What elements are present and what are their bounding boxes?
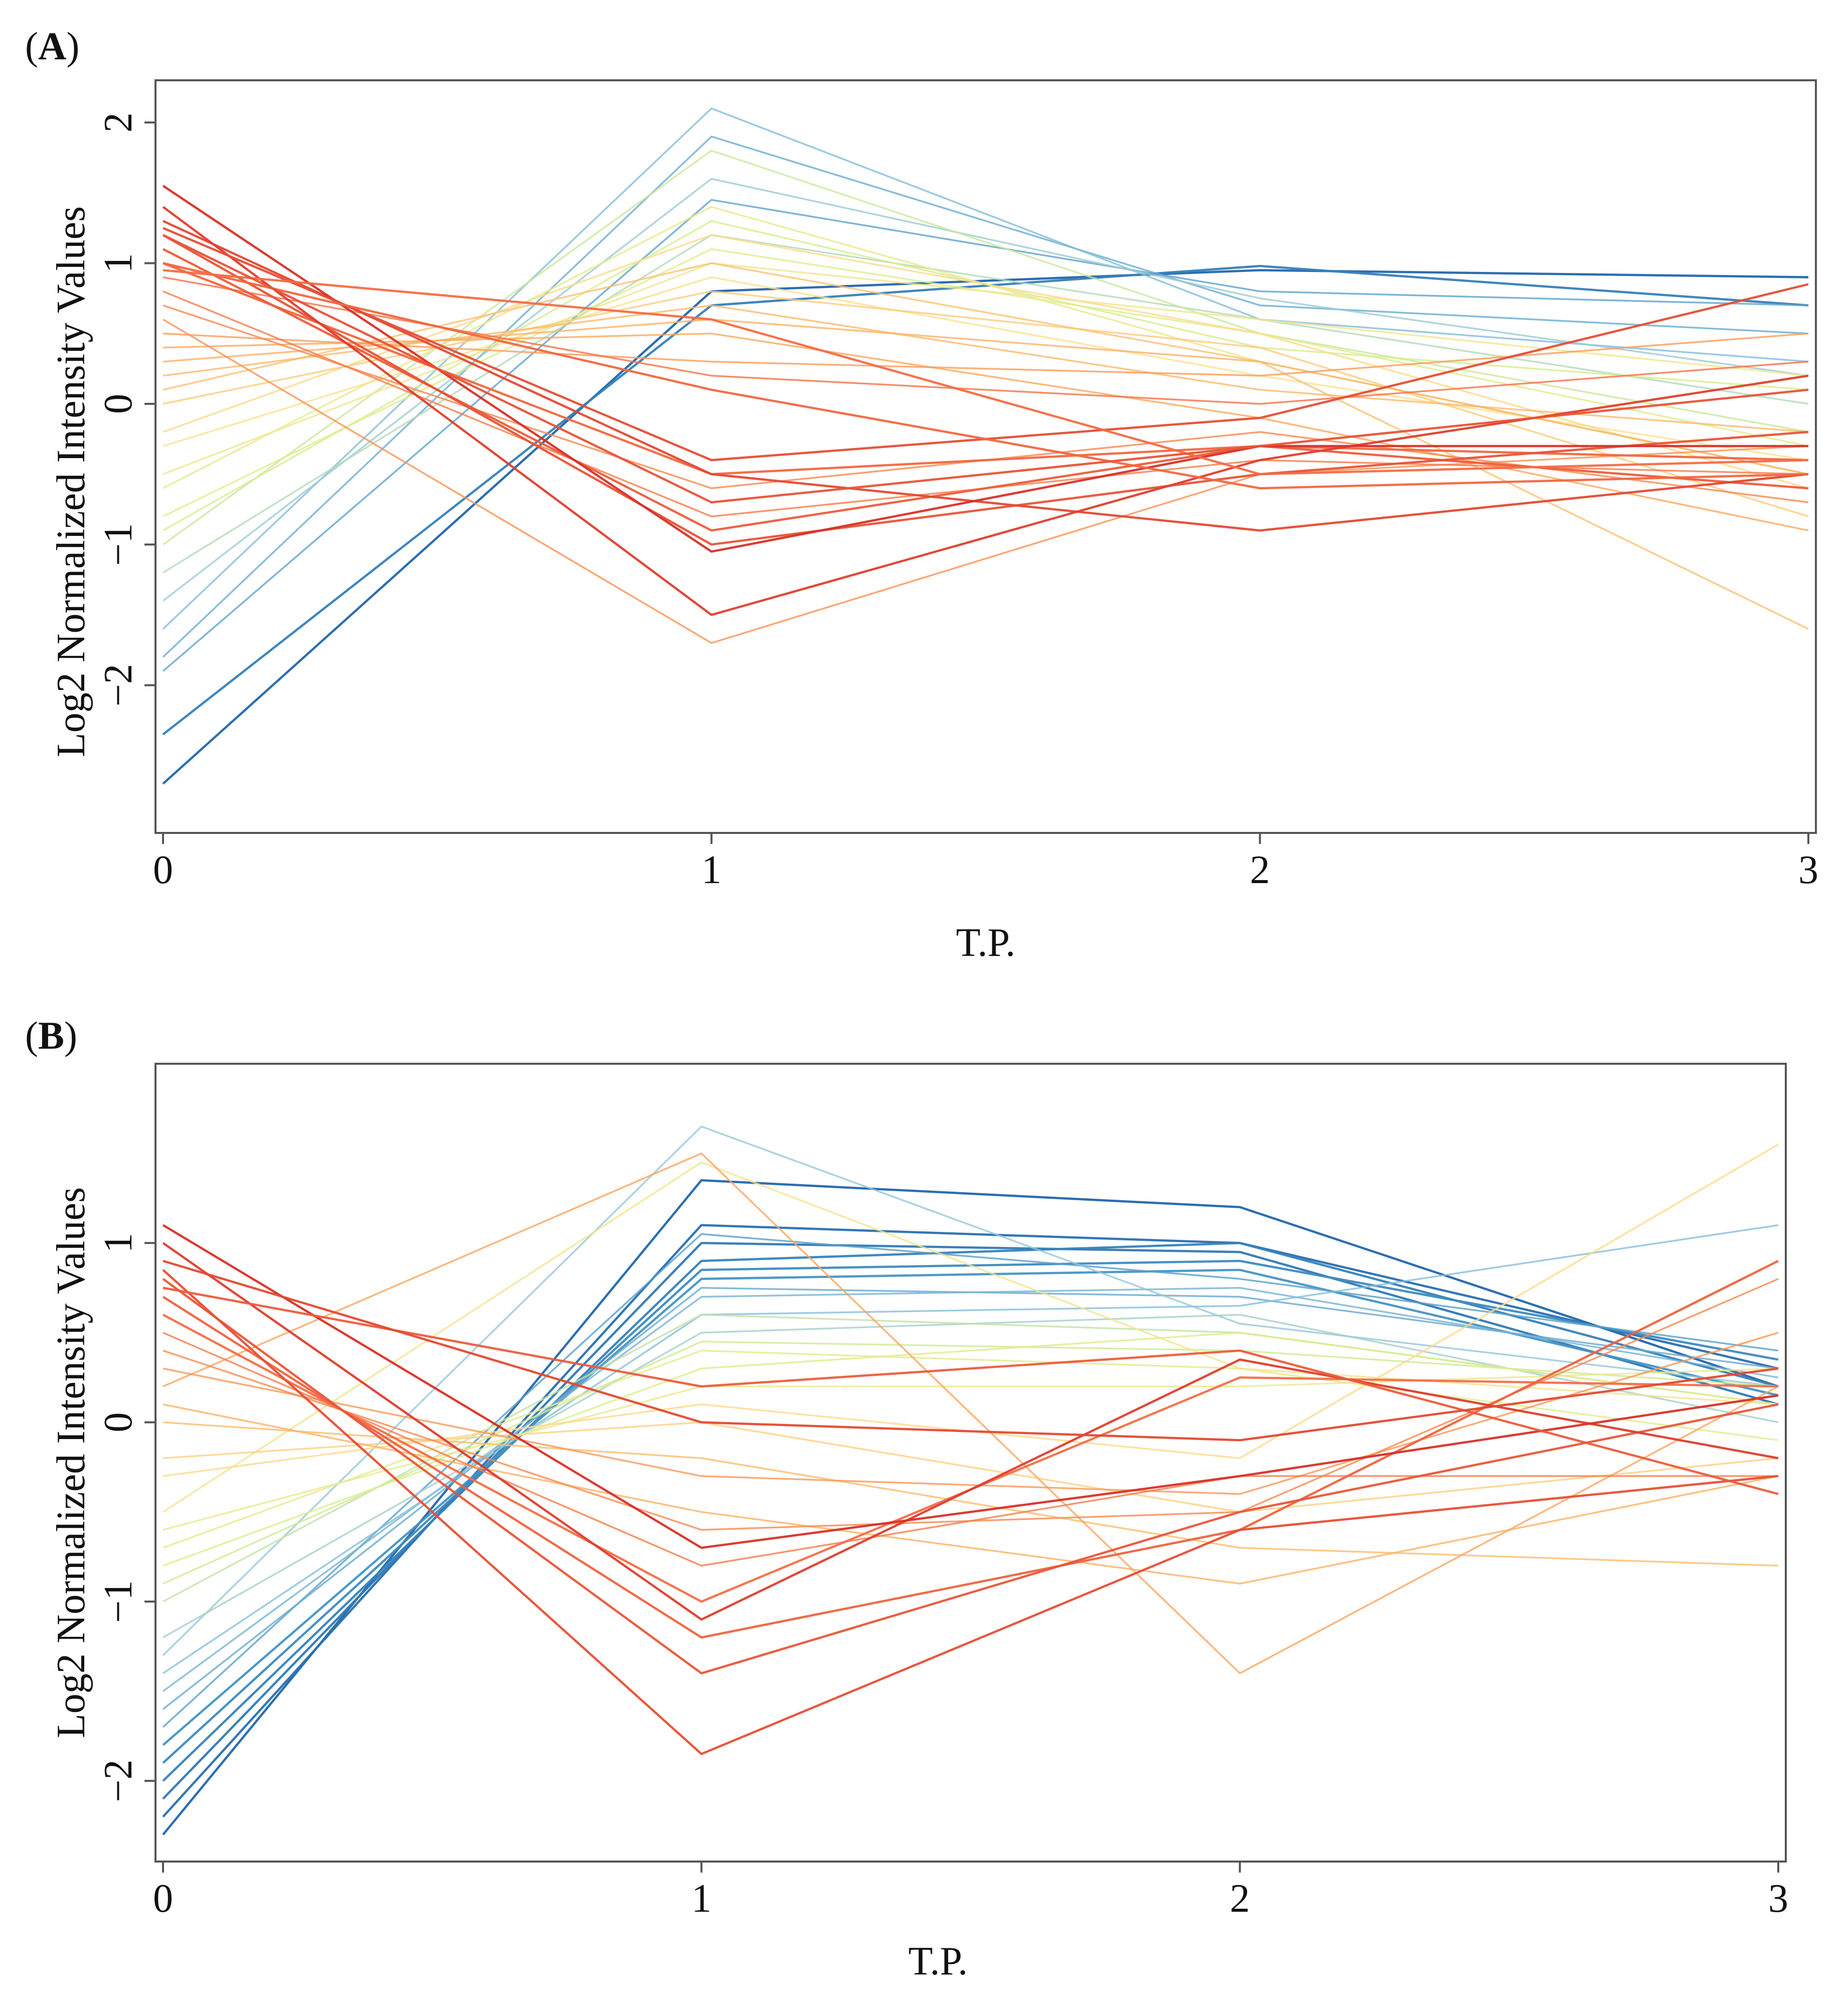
series-line-28 xyxy=(162,1259,1779,1639)
panel-b: (B) 0 1 2 3 −2 −1 0 1 T.P. Log2 Normalized Inte… xyxy=(25,1014,1788,1983)
panel-b-label: (B) xyxy=(25,1014,77,1057)
series-line-29 xyxy=(162,1277,1779,1675)
y-tick-label: 1 xyxy=(96,1233,140,1253)
series-line-1 xyxy=(162,1179,1779,1835)
panel-b-plot-frame xyxy=(155,1063,1787,1863)
series-line-19 xyxy=(163,332,1809,531)
series-line-26 xyxy=(163,1332,1778,1567)
series-line-21 xyxy=(163,319,1809,644)
y-tick-label: 1 xyxy=(96,253,140,273)
series-line-30 xyxy=(162,1269,1779,1755)
y-tick-label: −1 xyxy=(96,1580,140,1623)
series-line-28 xyxy=(163,220,1809,532)
y-tick-label: 0 xyxy=(96,394,140,414)
x-tick-label: 2 xyxy=(1250,848,1270,892)
panel-a: (A) 0 1 2 3 −2 −1 0 1 2 T.P. Log2 Normalized Int… xyxy=(25,24,1818,965)
x-tick-label: 1 xyxy=(701,848,721,892)
series-line-34 xyxy=(163,234,1809,504)
y-tick-label: −2 xyxy=(96,664,140,706)
y-tick-label: −2 xyxy=(96,1760,140,1802)
series-line-32 xyxy=(162,1224,1779,1549)
series-line-7 xyxy=(162,1233,1779,1728)
series-line-32 xyxy=(163,262,1809,490)
series-line-2 xyxy=(162,264,1809,736)
series-line-33 xyxy=(163,269,1809,476)
panel-a-label: (A) xyxy=(25,24,79,68)
panel-b-x-axis-title: T.P. xyxy=(908,1939,968,1983)
series-line-10 xyxy=(163,1224,1779,1674)
series-line-31 xyxy=(162,1242,1779,1621)
panel-b-y-axis-title: Log2 Normalized Intensity Values xyxy=(49,1187,93,1738)
series-line-23 xyxy=(163,1152,1779,1674)
series-line-33 xyxy=(163,1287,1779,1495)
series-line-11 xyxy=(162,1125,1779,1656)
panel-b-series xyxy=(162,1125,1779,1835)
panel-a-x-axis-title: T.P. xyxy=(956,921,1016,965)
x-tick-label: 0 xyxy=(153,848,173,892)
panel-a-y-axis-title: Log2 Normalized Intensity Values xyxy=(49,206,93,757)
series-line-27 xyxy=(162,234,1809,546)
x-tick-label: 2 xyxy=(1230,1877,1250,1921)
panel-a-series xyxy=(162,107,1809,785)
series-line-34 xyxy=(163,1259,1779,1442)
panel-b-ticks: 0 1 2 3 −2 −1 0 1 xyxy=(96,1233,1788,1921)
x-tick-label: 3 xyxy=(1768,1877,1788,1921)
x-tick-label: 3 xyxy=(1798,848,1818,892)
panel-a-plot-frame xyxy=(155,79,1817,834)
series-line-1 xyxy=(162,269,1809,785)
panel-a-ticks: 0 1 2 3 −2 −1 0 1 2 xyxy=(96,112,1818,892)
x-tick-label: 0 xyxy=(153,1877,173,1921)
y-tick-label: 2 xyxy=(96,112,140,132)
y-tick-label: 0 xyxy=(96,1412,140,1433)
y-tick-label: −1 xyxy=(96,523,140,566)
series-line-24 xyxy=(163,1332,1779,1495)
x-tick-label: 1 xyxy=(691,1877,711,1921)
series-line-3 xyxy=(162,199,1809,672)
